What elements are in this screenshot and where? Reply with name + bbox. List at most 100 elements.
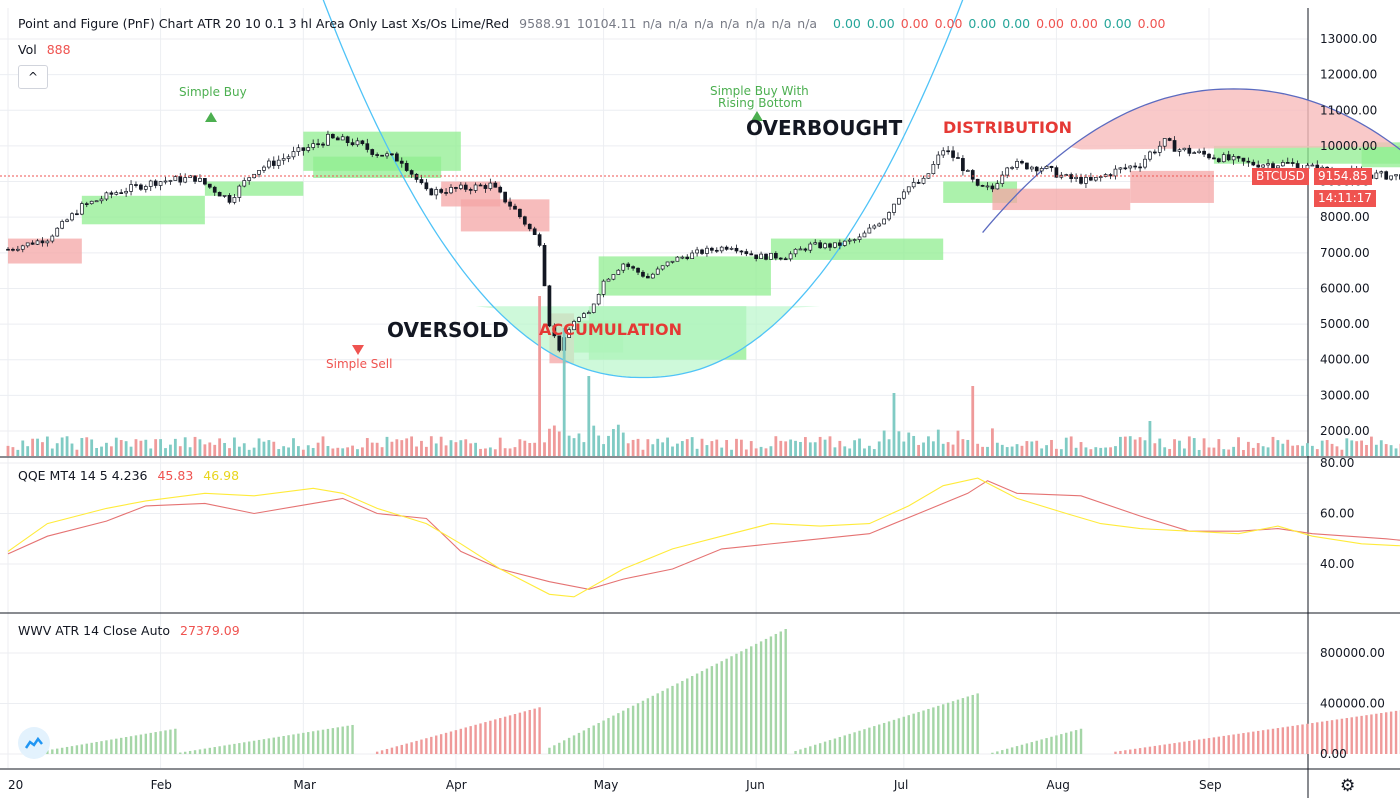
volume-bar	[380, 447, 384, 456]
wwv-bar	[65, 746, 69, 754]
wwv-bar	[1079, 728, 1083, 754]
volume-bar	[1212, 447, 1216, 456]
volume-bar	[552, 425, 556, 456]
candle-body	[503, 191, 507, 203]
simple-buy-rising-arrow	[751, 111, 763, 121]
volume-bar	[484, 448, 487, 456]
candle-body	[729, 247, 734, 250]
candle-body	[1290, 162, 1295, 164]
candle-body	[99, 198, 104, 202]
volume-bar	[1374, 444, 1378, 456]
candle-body	[852, 239, 857, 241]
wwv-bar	[415, 740, 418, 754]
wwv-bar	[1020, 744, 1024, 754]
volume-bar	[1104, 447, 1108, 456]
volume-bar	[646, 439, 650, 456]
volume-bar	[867, 445, 871, 456]
wwv-bar	[410, 742, 413, 754]
volume-bar	[1173, 439, 1176, 456]
pnf-area-0	[8, 238, 82, 264]
tradingview-logo[interactable]	[18, 727, 50, 759]
candle-body	[20, 245, 25, 250]
candle-body	[473, 184, 478, 191]
volume-bar	[444, 445, 448, 456]
wwv-bar	[439, 734, 443, 754]
candle-body	[724, 246, 729, 250]
volume-bar	[853, 440, 857, 456]
wwv-bar	[735, 653, 738, 754]
volume-bar	[966, 439, 970, 456]
candle-body	[399, 160, 404, 164]
wwv-bar	[838, 736, 842, 754]
volume-bar	[976, 443, 980, 456]
volume-bar	[1000, 444, 1004, 456]
volume-bar	[252, 447, 256, 456]
volume-bar	[75, 449, 79, 456]
wwv-bar	[484, 722, 487, 754]
candle-body	[921, 177, 926, 184]
wwv-bar	[430, 736, 433, 754]
wwv-bar	[814, 744, 817, 754]
candle-body	[1020, 161, 1024, 164]
volume-bar	[109, 446, 113, 456]
volume-bar	[961, 439, 965, 456]
wwv-bar	[942, 704, 945, 754]
volume-bar	[1291, 445, 1295, 456]
volume-bar	[464, 439, 468, 456]
candle-body	[296, 147, 301, 152]
volume-bar	[931, 441, 935, 456]
volume-bar	[1094, 447, 1098, 456]
wwv-bar	[617, 713, 620, 754]
volume-bar	[213, 444, 217, 456]
overbought-label: OVERBOUGHT	[746, 116, 903, 140]
wwv-bar	[1114, 751, 1117, 754]
price-axis-label-11: 2000.00	[1320, 424, 1370, 438]
wwv-bar	[996, 751, 999, 754]
wwv-bar	[134, 735, 138, 754]
wwv-bar	[567, 737, 571, 754]
candle-body	[30, 242, 35, 245]
wwv-bar	[976, 693, 979, 754]
wwv-bar	[1143, 747, 1147, 754]
accumulation-curve	[322, 0, 964, 379]
volume-bar	[941, 443, 945, 456]
qqe-line-0	[7, 480, 1400, 590]
candle-body	[877, 223, 882, 227]
gear-icon[interactable]: ⚙	[1340, 776, 1356, 796]
candle-body	[685, 256, 690, 259]
wwv-bar	[794, 750, 797, 754]
wwv-bar	[90, 742, 93, 754]
volume-bar	[927, 436, 930, 456]
volume-bar	[582, 442, 586, 456]
candle-body	[153, 180, 158, 186]
candle-body	[818, 242, 823, 249]
wwv-bar	[1202, 738, 1206, 754]
volume-bar	[685, 439, 689, 456]
wwv-bar	[602, 720, 605, 754]
candle-body	[360, 140, 365, 145]
wwv-bar	[1207, 738, 1211, 754]
candle-body	[291, 151, 296, 158]
volume-bar	[493, 449, 497, 456]
volume-bar	[277, 449, 281, 456]
candle-body	[626, 263, 631, 267]
collapse-legend-button[interactable]: ^	[18, 65, 48, 89]
volume-bar	[1059, 449, 1063, 456]
wwv-bar	[1261, 730, 1265, 754]
volume-bar	[1325, 440, 1329, 456]
wwv-bar	[1252, 731, 1255, 754]
volume-bar	[1025, 441, 1029, 456]
candle-body	[1029, 166, 1034, 170]
candle-body	[970, 170, 975, 180]
candle-body	[990, 185, 995, 190]
wwv-bar	[395, 746, 399, 754]
candle-body	[690, 252, 695, 259]
volume-bar	[326, 446, 330, 456]
volume-bar	[297, 446, 300, 456]
volume-bar	[651, 444, 655, 456]
volume-bar	[336, 447, 340, 456]
wwv-bar	[154, 732, 157, 754]
candle-body	[326, 133, 330, 146]
candle-body	[980, 185, 985, 187]
